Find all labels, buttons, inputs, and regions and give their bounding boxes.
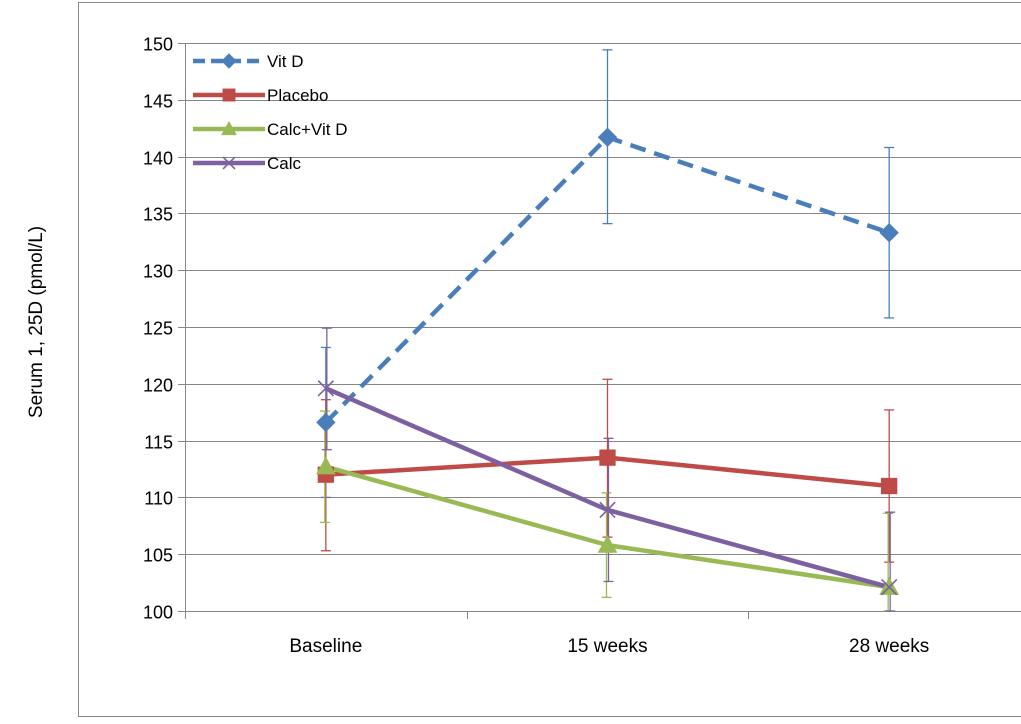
y-tick-label: 120 bbox=[143, 376, 173, 396]
legend-label: Calc bbox=[267, 154, 302, 173]
marker-square bbox=[223, 89, 235, 101]
y-tick-label: 105 bbox=[143, 546, 173, 566]
y-tick-label: 130 bbox=[143, 262, 173, 282]
x-tick-label: Baseline bbox=[289, 636, 362, 657]
y-tick-label: 145 bbox=[143, 92, 173, 112]
y-tick-label: 110 bbox=[144, 489, 173, 509]
marker-square bbox=[882, 478, 897, 493]
legend-label: Vit D bbox=[267, 52, 304, 71]
y-tick-label: 140 bbox=[143, 149, 173, 169]
x-tick-label: 15 weeks bbox=[567, 636, 647, 657]
x-tick-label: 28 weeks bbox=[849, 636, 929, 657]
y-tick-label: 125 bbox=[143, 319, 173, 339]
legend-label: Placebo bbox=[267, 86, 328, 105]
marker-square bbox=[600, 450, 615, 465]
chart-frame bbox=[79, 3, 1021, 717]
y-tick-label: 135 bbox=[143, 205, 173, 225]
y-tick-label: 115 bbox=[144, 433, 173, 453]
y-axis-label: Serum 1, 25D (pmol/L) bbox=[26, 226, 47, 418]
y-tick-label: 150 bbox=[143, 35, 173, 55]
y-tick-label: 100 bbox=[143, 603, 173, 623]
legend-label: Calc+Vit D bbox=[267, 120, 347, 139]
